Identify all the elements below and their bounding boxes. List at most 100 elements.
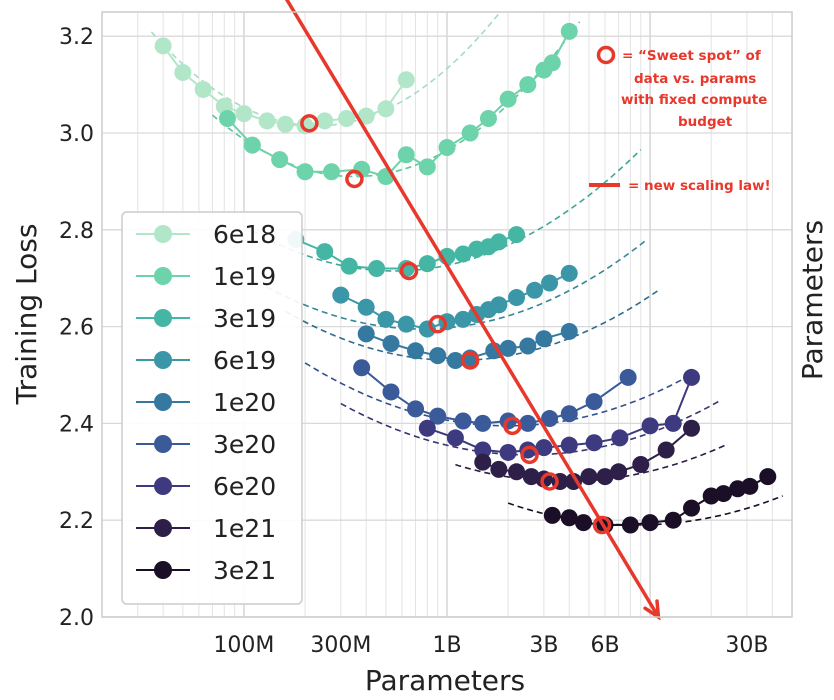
scaling-law-note: = new scaling law! [628,178,771,194]
y-tick-label: 2.4 [59,412,94,437]
data-point [323,163,341,181]
data-point [621,516,639,534]
legend-item-6e18: 6e18 [136,220,276,249]
data-point [580,468,598,486]
data-point [357,107,375,125]
series-3e20 [353,359,637,432]
data-point [382,335,400,353]
data-point [454,310,472,328]
data-point [560,405,578,423]
data-point [611,429,629,447]
series-3e21 [543,468,777,534]
data-point [535,439,553,457]
sweet-spot-note-line-2: data vs. params [634,71,756,87]
legend-label: 6e19 [213,346,276,375]
scaling-law-line [284,0,661,621]
data-point [610,463,628,481]
data-point [219,109,237,127]
data-point [258,112,276,130]
data-point [429,347,447,365]
data-point [490,460,508,478]
data-point [438,139,456,157]
x-axis-label: Parameters [365,664,525,697]
data-point [499,443,517,461]
sweet-spot-marker [460,351,480,370]
data-point [194,80,212,98]
data-point [499,339,517,357]
data-point [619,368,637,386]
x-tick-label: 6B [590,633,619,658]
legend-swatch-marker [154,393,172,411]
legend-item-1e20: 1e20 [136,388,276,417]
data-point [508,289,526,307]
legend-item-3e19: 3e19 [136,304,276,333]
data-point [316,243,334,261]
data-point [541,410,559,428]
data-point [461,124,479,142]
data-point [585,393,603,411]
sweet-spot-marker [399,261,419,281]
data-point [560,322,578,340]
legend-item-1e19: 1e19 [136,262,276,291]
x-tick-label: 30B [725,633,768,658]
plot-frame [101,11,793,618]
data-point [446,429,464,447]
fit-curve-3e19 [243,149,642,272]
data-point [664,511,682,529]
data-point [174,64,192,81]
data-point [418,158,436,176]
sweet-spot-marker [520,445,539,465]
x-tick-label: 100M [213,633,274,658]
sweet-spot-marker [428,314,447,334]
sweet-spot-note-line-1: = “Sweet spot” of [622,48,761,64]
series-6e20 [418,368,701,461]
data-point [276,115,294,133]
legend-item-3e21: 3e21 [136,556,276,585]
sweet-spot-marker [592,515,612,535]
data-point [243,136,261,154]
legend-swatch-marker [154,435,172,453]
data-point [490,233,508,251]
data-point [296,163,314,181]
legend-item-6e20: 6e20 [136,472,276,501]
legend-item-1e21: 1e21 [136,514,276,543]
fit-curve-1e21 [455,443,728,483]
legend-swatch-marker [154,225,172,243]
data-point [377,100,395,118]
data-point [474,441,492,459]
x-tick-label: 3B [529,633,558,658]
legend-swatch-marker [154,309,172,327]
data-point [418,255,436,273]
data-point [641,417,659,435]
data-point [316,112,334,130]
legend-swatch-marker [154,267,172,285]
data-point [535,330,553,348]
data-point [382,383,400,401]
sweet-spot-marker [503,416,522,436]
data-point [454,412,472,430]
data-point [560,436,578,454]
legend-label: 1e19 [213,262,276,291]
data-point [541,274,559,292]
sweet-spot-marker [345,169,364,189]
legend-item-3e20: 3e20 [136,430,276,459]
legend-label: 6e18 [213,220,276,249]
y-tick-label: 3.2 [59,25,94,50]
series-6e18 [154,37,415,135]
data-point [522,468,540,486]
data-point [759,468,777,486]
y-tick-label: 2.6 [59,316,94,341]
data-point [664,414,682,432]
data-point [474,453,492,471]
data-point [407,400,425,418]
data-point [508,463,526,481]
series-1e21 [474,419,701,490]
data-point [154,37,172,55]
data-point [508,226,526,244]
sweet-spot-note-line-3: with fixed compute [621,92,767,108]
data-point [715,485,733,503]
data-point [446,351,464,369]
data-point [741,477,759,495]
sweet-spot-markers [300,114,612,535]
